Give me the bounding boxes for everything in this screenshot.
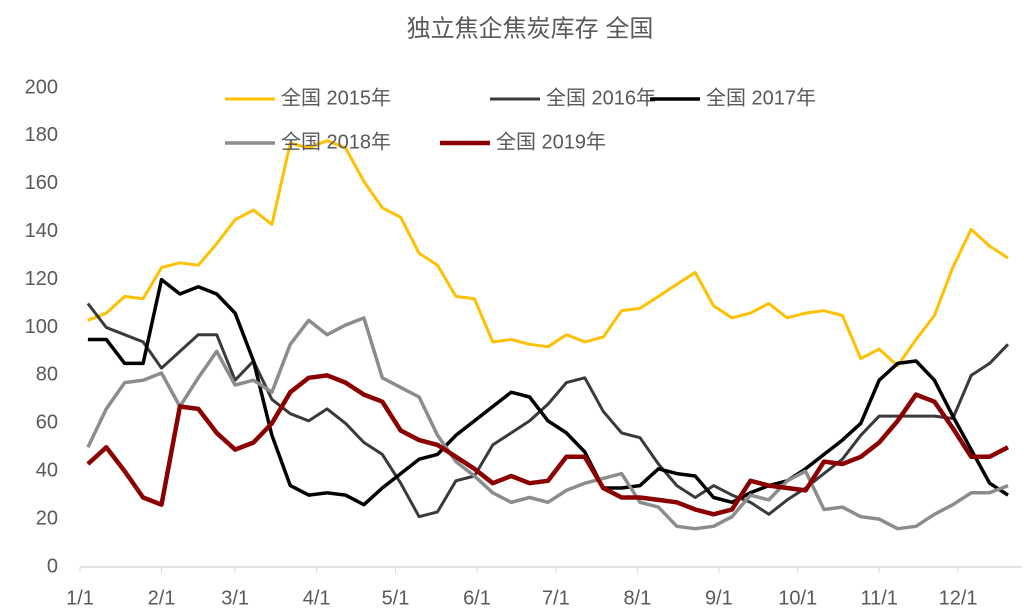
series-line xyxy=(87,139,1009,368)
x-tick-label: 12/1 xyxy=(939,587,978,609)
x-tick-label: 6/1 xyxy=(463,587,491,609)
legend-label: 全国 2017年 xyxy=(706,86,816,109)
legend-label: 全国 2016年 xyxy=(546,86,656,109)
y-tick-label: 180 xyxy=(25,124,58,146)
plot-area xyxy=(86,139,1010,531)
y-tick-label: 120 xyxy=(25,268,58,290)
y-tick-label: 200 xyxy=(25,76,58,98)
legend-label: 全国 2018年 xyxy=(281,130,391,153)
x-tick-label: 5/1 xyxy=(382,587,410,609)
series-line xyxy=(86,302,1010,519)
y-tick-label: 140 xyxy=(25,220,58,242)
series-line xyxy=(86,373,1010,517)
x-tick-label: 2/1 xyxy=(148,587,176,609)
y-tick-label: 60 xyxy=(36,412,58,434)
y-tick-label: 20 xyxy=(36,507,58,529)
y-tick-label: 160 xyxy=(25,172,58,194)
legend-label: 全国 2019年 xyxy=(496,130,606,153)
y-tick-label: 40 xyxy=(36,459,58,481)
x-tick-label: 7/1 xyxy=(542,587,570,609)
x-tick-label: 8/1 xyxy=(623,587,651,609)
series-line xyxy=(87,277,1009,507)
chart-title: 独立焦企焦炭库存 全国 xyxy=(407,15,654,42)
x-tick-label: 4/1 xyxy=(303,587,331,609)
y-tick-label: 0 xyxy=(47,555,58,577)
x-tick-label: 11/1 xyxy=(860,587,897,609)
x-tick-label: 1/1 xyxy=(66,587,94,609)
x-tick-label: 9/1 xyxy=(705,587,733,609)
x-tick-label: 10/1 xyxy=(778,587,817,609)
y-tick-label: 100 xyxy=(25,316,58,338)
series-line xyxy=(86,316,1009,531)
y-tick-label: 80 xyxy=(36,364,58,386)
x-tick-label: 3/1 xyxy=(221,587,249,609)
legend-label: 全国 2015年 xyxy=(281,86,391,109)
